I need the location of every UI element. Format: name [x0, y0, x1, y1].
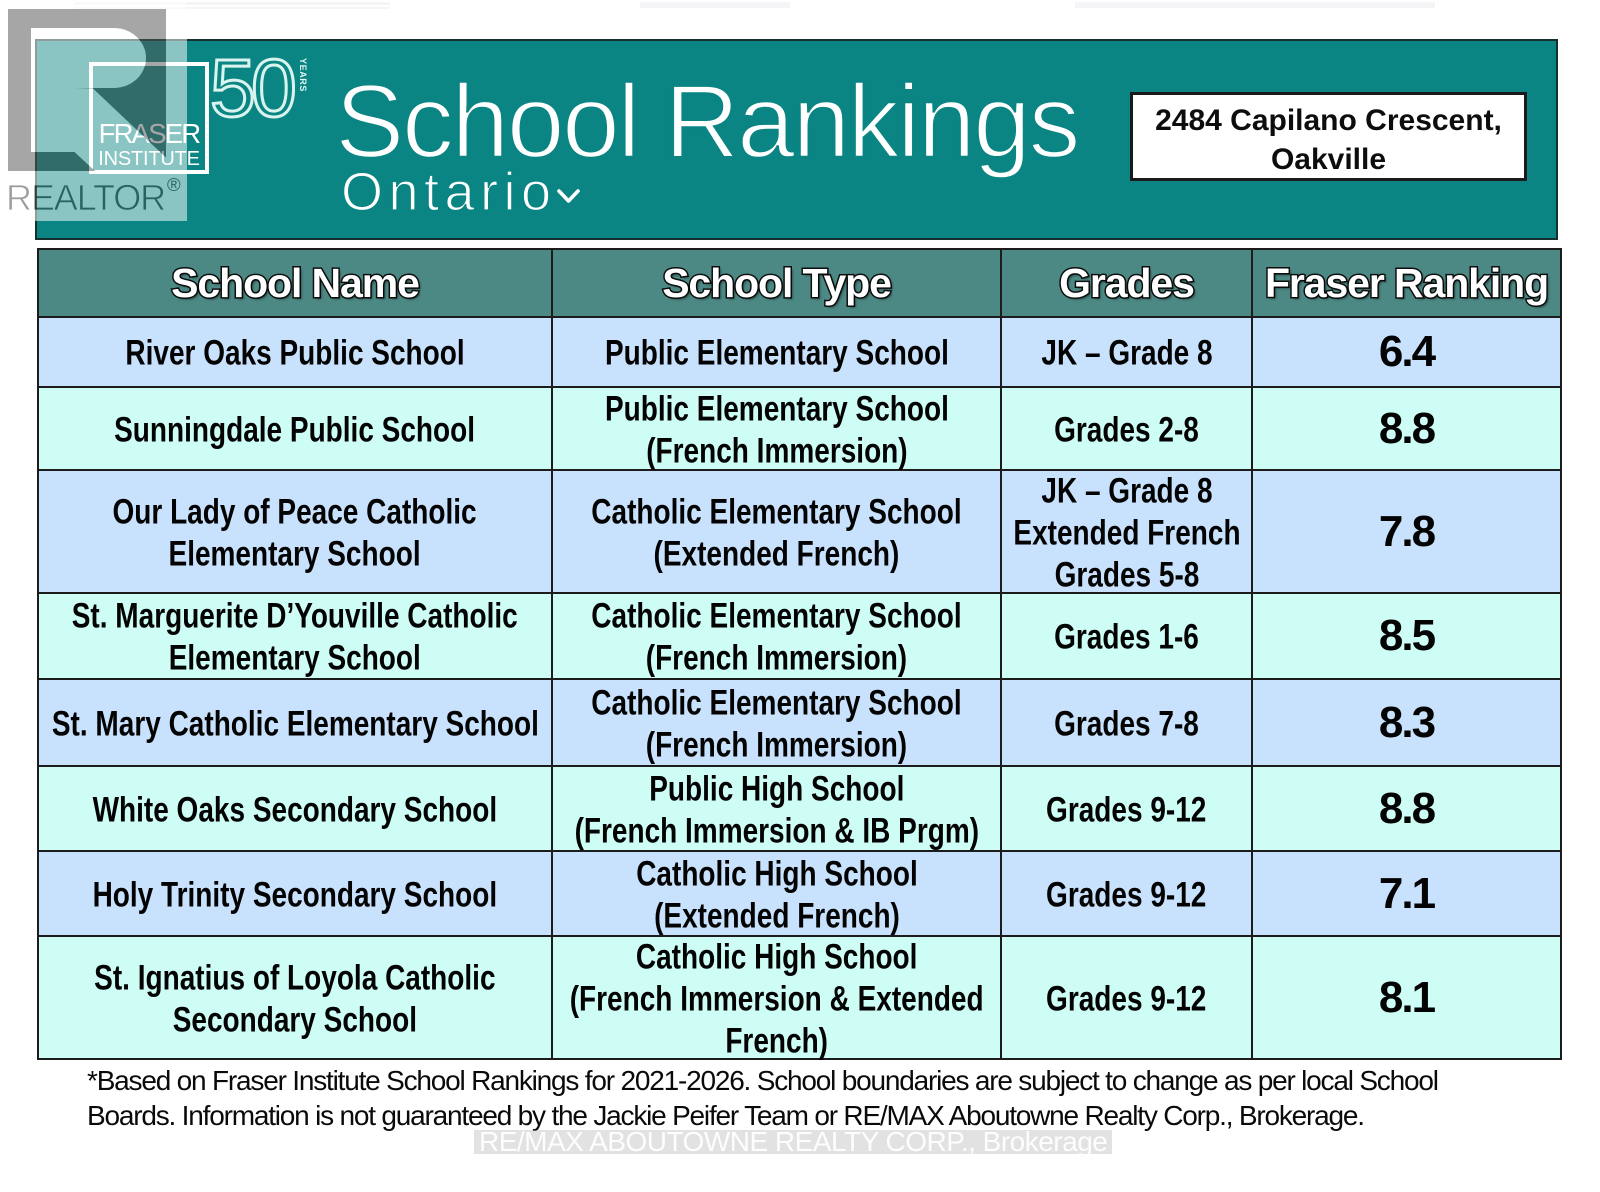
svg-text:REALTOR: REALTOR [6, 177, 165, 218]
svg-text:®: ® [167, 174, 181, 195]
